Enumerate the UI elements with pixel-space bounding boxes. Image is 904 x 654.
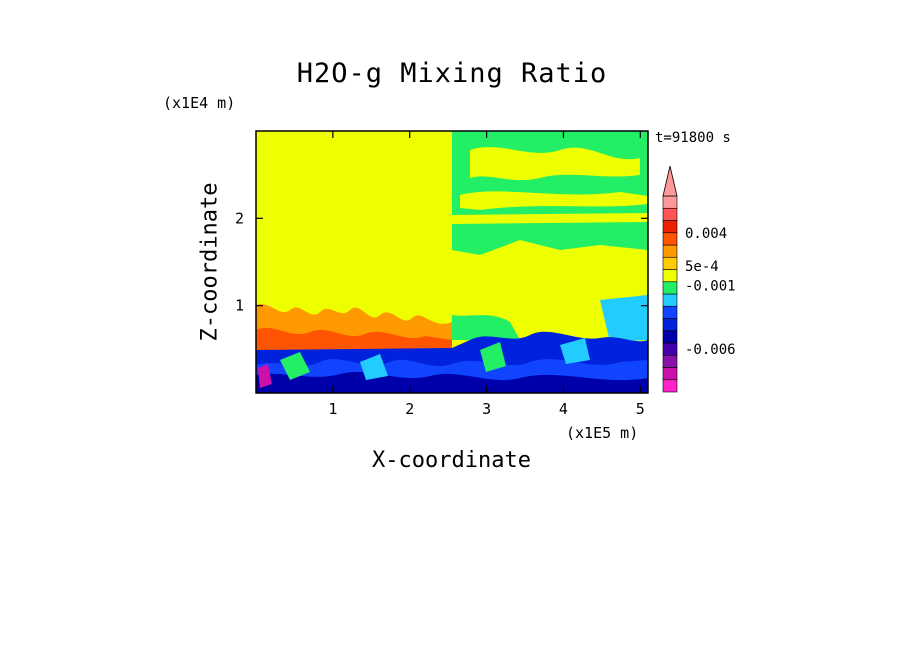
field-region xyxy=(258,364,272,388)
axes: 1 2 3 4 5 1 2 xyxy=(235,131,648,418)
field-region xyxy=(470,147,640,181)
colorbar-segment xyxy=(662,367,678,381)
colorbar-segment xyxy=(662,195,678,209)
colorbar-label: -0.001 xyxy=(685,278,736,294)
x-tick-label: 4 xyxy=(559,400,568,418)
y-tick-label: 1 xyxy=(235,297,244,315)
colorbar: 0.004 5e-4 -0.001 -0.006 xyxy=(662,165,736,393)
field-region xyxy=(452,250,630,315)
timestamp-label: t=91800 s xyxy=(655,130,731,146)
field-region xyxy=(452,213,648,224)
colorbar-label: -0.006 xyxy=(685,342,736,358)
colorbar-segment xyxy=(662,220,678,234)
plot-frame xyxy=(255,130,649,394)
field-region xyxy=(256,371,648,393)
colorbar-segment xyxy=(662,379,678,393)
x-tick-label: 5 xyxy=(636,400,645,418)
field-region xyxy=(360,354,388,380)
field-region xyxy=(256,327,452,352)
colorbar-segment xyxy=(662,305,678,319)
chart-title: H2O-g Mixing Ratio xyxy=(296,58,608,89)
colorbar-segment xyxy=(662,330,678,344)
colorbar-segment xyxy=(662,318,678,332)
field-region xyxy=(280,352,310,380)
colorbar-segment xyxy=(662,281,678,295)
field-region xyxy=(480,342,506,372)
x-tick-label: 3 xyxy=(482,400,491,418)
y-axis-multiplier: (x1E4 m) xyxy=(163,94,236,112)
colorbar-segment xyxy=(662,244,678,258)
colorbar-segment xyxy=(662,256,678,270)
x-axis-label: X-coordinate xyxy=(372,448,531,473)
x-tick-label: 1 xyxy=(328,400,337,418)
colorbar-extend-arrow xyxy=(662,165,678,197)
colorbar-label: 5e-4 xyxy=(685,259,719,275)
field-region xyxy=(560,338,590,364)
field-region xyxy=(600,295,648,342)
field-region xyxy=(452,315,520,340)
x-tick-label: 2 xyxy=(405,400,414,418)
colorbar-segment xyxy=(662,232,678,246)
colorbar-label: 0.004 xyxy=(685,226,727,242)
colorbar-segment xyxy=(662,354,678,368)
x-axis-multiplier: (x1E5 m) xyxy=(566,424,639,442)
colorbar-segment xyxy=(662,293,678,307)
heatmap-field xyxy=(256,131,648,393)
colorbar-segment xyxy=(662,207,678,221)
y-tick-label: 2 xyxy=(235,209,244,227)
colorbar-segment xyxy=(662,342,678,356)
field-region xyxy=(460,191,648,210)
colorbar-segment xyxy=(662,269,678,283)
